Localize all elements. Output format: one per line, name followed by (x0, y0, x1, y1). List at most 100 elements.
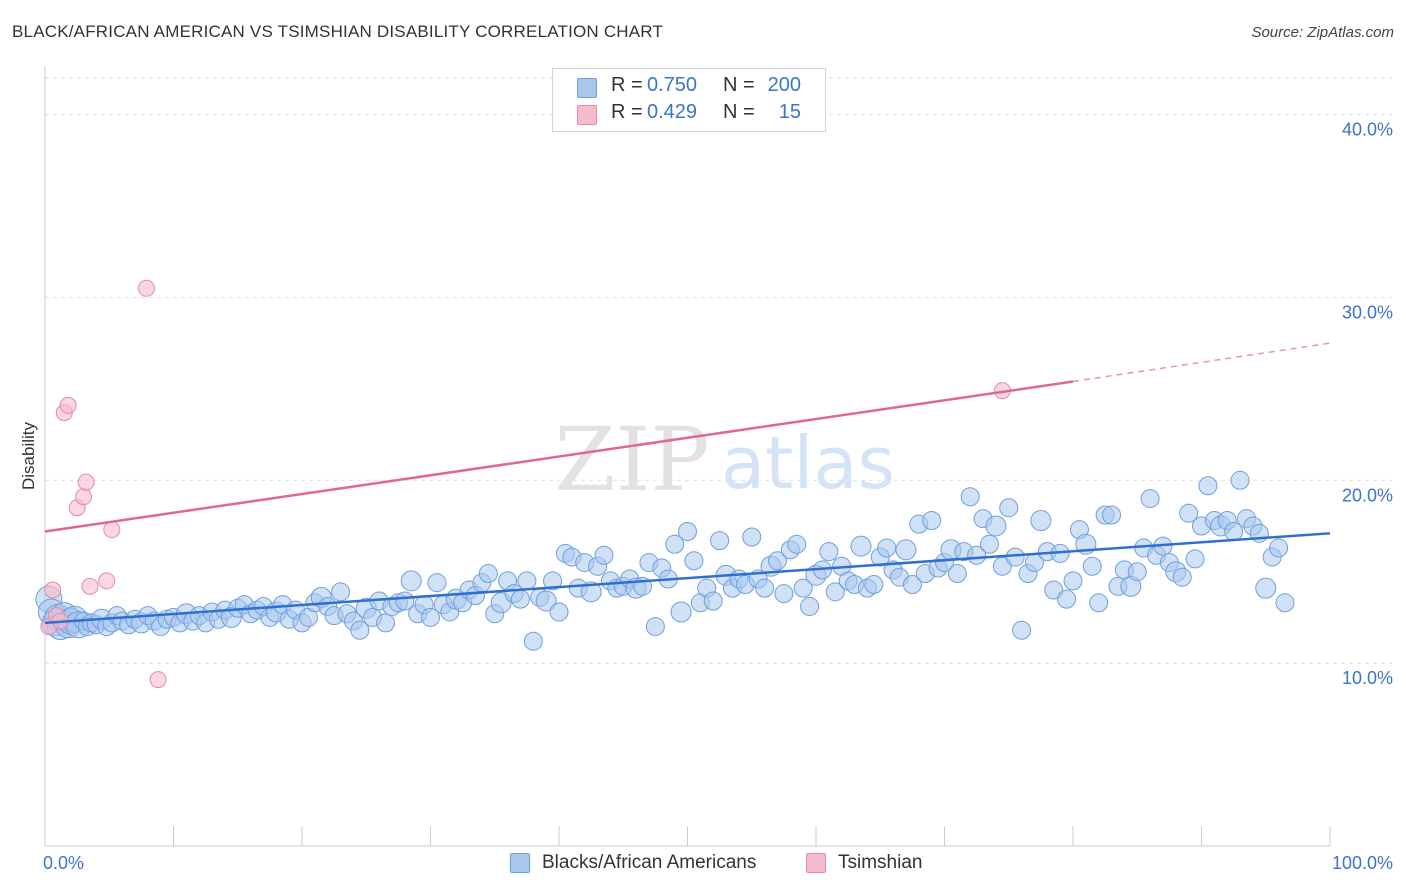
tsimshian-trend-extension (1072, 342, 1331, 383)
tsimshian-data-point (81, 577, 99, 595)
blacks-data-point (960, 487, 980, 507)
tsimshian-data-point (103, 521, 121, 539)
tsimshian-trend-line (44, 380, 1074, 533)
blacks-data-point (580, 581, 602, 603)
legend-r-value: 0.750 (647, 74, 698, 96)
bottom-legend-label: Tsimshian (838, 852, 923, 873)
blacks-data-point (535, 590, 557, 612)
y-tick-label: 20.0% (1342, 485, 1393, 505)
blacks-data-point (331, 582, 351, 602)
legend-row-blacks: R = 0.750 N = 200 (553, 74, 823, 100)
blacks-data-point (902, 575, 922, 595)
blacks-data-point (1030, 510, 1052, 532)
blacks-data-point (670, 601, 692, 623)
blacks-data-point (376, 613, 396, 633)
blacks-data-point (703, 591, 723, 611)
blacks-data-point (1230, 470, 1250, 490)
blacks-data-point (350, 620, 370, 640)
blacks-data-point (684, 551, 704, 571)
blacks-data-point (825, 582, 845, 602)
blacks-data-point (850, 535, 872, 557)
blacks-data-point (864, 575, 884, 595)
chart-title: BLACK/AFRICAN AMERICAN VS TSIMSHIAN DISA… (12, 22, 664, 41)
blacks-data-point (678, 521, 697, 541)
blacks-data-point (793, 578, 813, 598)
blacks-data-point (947, 564, 967, 584)
blacks-data-point (1012, 620, 1032, 640)
blacks-data-point (400, 570, 422, 592)
tsimshian-data-point (98, 572, 116, 590)
tsimshian-data-point (75, 488, 93, 506)
x-tick-label: 0.0% (43, 853, 84, 873)
correlation-legend: R = 0.750 N = 200 R = 0.429 N = 15 (552, 68, 826, 132)
blacks-data-point (1185, 549, 1205, 569)
blacks-data-point (1198, 476, 1218, 496)
y-axis-title: Disability (19, 421, 38, 490)
blacks-data-point (510, 589, 530, 609)
blacks-data-point (742, 527, 762, 547)
points-layer (35, 279, 1295, 689)
blacks-data-point (1172, 567, 1192, 587)
tsimshian-data-point (149, 671, 167, 689)
blacks-data-point (1044, 580, 1064, 600)
blacks-data-point (800, 596, 820, 616)
blacks-data-point (819, 542, 839, 562)
blacks-data-point (999, 498, 1019, 518)
blacks-trend-line (44, 532, 1331, 625)
blacks-data-point (895, 539, 917, 561)
blacks-data-point (523, 631, 543, 651)
blacks-data-point (1275, 593, 1295, 613)
blacks-data-point (1102, 505, 1122, 525)
blacks-data-point (985, 515, 1007, 537)
watermark-zip: ZIP (554, 408, 709, 511)
legend-r-label: R = (611, 101, 643, 123)
blacks-data-point (1005, 547, 1025, 567)
blacks-data-point (517, 571, 537, 591)
blacks-data-point (767, 551, 787, 571)
tsimshian-data-point (138, 279, 156, 297)
blacks-data-point (1082, 556, 1102, 576)
blacks-data-point (1089, 593, 1109, 613)
legend-n-label: N = (723, 74, 755, 96)
blacks-data-point (1269, 538, 1289, 558)
blacks-data-point (877, 538, 897, 558)
blacks-data-point (710, 531, 730, 551)
blacks-data-point (549, 602, 569, 622)
bottom-legend-swatch-blue (510, 853, 530, 873)
blacks-data-point (543, 571, 563, 591)
watermark: ZIP atlas (554, 408, 895, 511)
blacks-data-point (755, 578, 775, 598)
blacks-data-point (1255, 577, 1277, 599)
blacks-data-point (1127, 562, 1147, 582)
legend-r-label: R = (611, 74, 643, 96)
bottom-legend-swatch-pink (806, 853, 826, 873)
blacks-data-point (665, 534, 685, 554)
y-tick-label: 30.0% (1342, 302, 1393, 322)
watermark-atlas: atlas (721, 421, 895, 505)
legend-swatch-pink (577, 105, 597, 125)
blacks-data-point (421, 607, 440, 627)
legend-r-value: 0.429 (647, 101, 698, 123)
trend-layer (44, 342, 1331, 625)
axis-layer: 10.0% 20.0% 30.0% 40.0% 0.0% 100.0% (43, 66, 1393, 873)
legend-swatch-blue (577, 78, 597, 98)
blacks-data-point (1063, 571, 1083, 591)
blacks-data-point (594, 545, 614, 565)
blacks-data-point (979, 534, 999, 554)
tsimshian-data-point (44, 581, 62, 599)
blacks-data-point (967, 545, 987, 565)
tsimshian-data-point (59, 396, 77, 414)
blacks-data-point (1179, 503, 1199, 523)
x-tick-label: 100.0% (1332, 853, 1393, 873)
blacks-data-point (1057, 589, 1077, 609)
legend-n-label: N = (723, 101, 755, 123)
y-tick-label: 10.0% (1342, 668, 1393, 688)
legend-row-tsimshian: R = 0.429 N = 15 (553, 101, 823, 127)
source-label: Source: ZipAtlas.com (1251, 24, 1394, 41)
blacks-data-point (787, 534, 807, 554)
blacks-data-point (645, 617, 665, 637)
bottom-legend-label: Blacks/African Americans (542, 852, 757, 873)
blacks-data-point (478, 564, 498, 584)
blacks-data-point (1140, 489, 1160, 509)
